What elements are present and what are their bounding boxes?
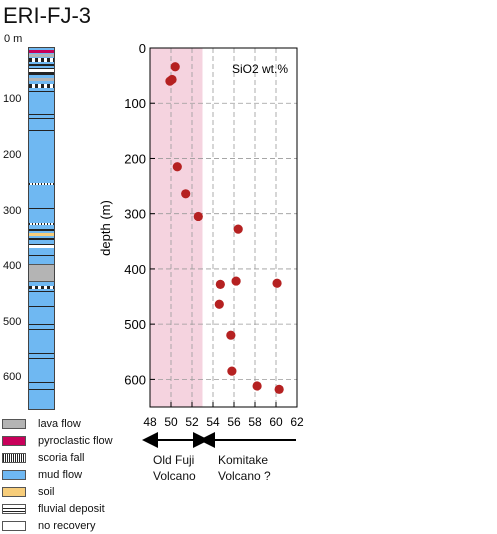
komitake-label-line1: Komitake bbox=[218, 453, 269, 467]
y-tick-label: 0 bbox=[139, 41, 146, 56]
y-tick-label: 400 bbox=[124, 262, 146, 277]
data-point bbox=[233, 224, 243, 234]
log-depth-label: 200 bbox=[3, 149, 22, 161]
x-tick-label: 52 bbox=[185, 415, 199, 429]
legend-swatch-no-recovery bbox=[2, 521, 26, 531]
log-depth-label: 300 bbox=[3, 205, 22, 217]
komitake-label: Komitake Volcano ? bbox=[218, 452, 271, 484]
log-layer-fluvial bbox=[29, 84, 54, 88]
old-fuji-range-shade bbox=[150, 48, 203, 407]
log-layer-dark bbox=[29, 382, 54, 383]
log-layer-fluvial bbox=[29, 68, 54, 73]
log-depth-label: 600 bbox=[3, 371, 22, 383]
data-point bbox=[227, 366, 237, 376]
old-fuji-label-line2: Volcano bbox=[153, 469, 196, 483]
log-layer-fluvial bbox=[29, 58, 54, 62]
legend-label: mud flow bbox=[38, 469, 83, 481]
log-layer-dark bbox=[29, 130, 54, 131]
log-layer-dark bbox=[29, 389, 54, 390]
y-tick-label: 600 bbox=[124, 372, 146, 387]
legend-swatch-lava bbox=[2, 419, 26, 429]
y-tick-label: 300 bbox=[124, 207, 146, 222]
legend: lava flow pyroclastic flow scoria fall m… bbox=[0, 418, 160, 534]
x-tick-label: 50 bbox=[164, 415, 178, 429]
legend-swatch-fluvial bbox=[2, 504, 26, 514]
plot-frame bbox=[149, 47, 298, 408]
x-tick-label: 62 bbox=[290, 415, 304, 429]
komitake-label-line2: Volcano ? bbox=[218, 469, 271, 483]
log-layer-scoria bbox=[29, 223, 54, 225]
stratigraphic-log bbox=[28, 47, 55, 410]
log-layer-dark bbox=[29, 64, 54, 66]
x-tick-label: 56 bbox=[227, 415, 241, 429]
y-tick-label: 100 bbox=[124, 96, 146, 111]
legend-label: scoria fall bbox=[38, 452, 85, 464]
data-point bbox=[170, 62, 180, 72]
log-layer-fluvial bbox=[29, 244, 54, 248]
log-layer-dark bbox=[29, 324, 54, 325]
old-fuji-label: Old Fuji Volcano bbox=[153, 452, 196, 484]
log-layer-dark bbox=[29, 118, 54, 119]
data-point bbox=[252, 381, 262, 391]
legend-swatch-mud bbox=[2, 470, 26, 480]
log-layer-lava bbox=[29, 264, 54, 282]
log-depth-label: 100 bbox=[3, 93, 22, 105]
legend-label: lava flow bbox=[38, 418, 81, 430]
log-layer-dark bbox=[29, 73, 54, 75]
data-point bbox=[231, 276, 241, 286]
data-point bbox=[165, 76, 175, 86]
log-layer-dark bbox=[29, 291, 54, 292]
log-depth-label: 400 bbox=[3, 260, 22, 272]
log-layer-dark bbox=[29, 255, 54, 256]
data-point bbox=[226, 330, 236, 340]
old-fuji-label-line1: Old Fuji bbox=[153, 453, 195, 467]
legend-label: fluvial deposit bbox=[38, 503, 105, 515]
x-tick-label: 58 bbox=[248, 415, 262, 429]
log-layer-dark bbox=[29, 353, 54, 354]
log-layer-scoria bbox=[29, 183, 54, 185]
log-layer-fluvial bbox=[29, 286, 54, 289]
data-point bbox=[214, 299, 224, 309]
log-layer-dark bbox=[29, 114, 54, 115]
log-layer-dark bbox=[29, 229, 54, 231]
log-layer-dark bbox=[29, 358, 54, 359]
log-depth-label: 500 bbox=[3, 316, 22, 328]
x-tick-label: 60 bbox=[269, 415, 283, 429]
legend-swatch-soil bbox=[2, 487, 26, 497]
x-tick-label: 54 bbox=[206, 415, 220, 429]
sio2-annotation: SiO2 wt.% bbox=[232, 62, 288, 76]
x-tick-label: 48 bbox=[143, 415, 157, 429]
legend-label: soil bbox=[38, 486, 55, 498]
data-point bbox=[272, 278, 282, 288]
legend-swatch-pyroclastic bbox=[2, 436, 26, 446]
data-point bbox=[181, 189, 191, 199]
legend-swatch-scoria bbox=[2, 453, 26, 463]
log-layer-dark bbox=[29, 306, 54, 307]
data-point bbox=[215, 279, 225, 289]
y-tick-label: 200 bbox=[124, 151, 146, 166]
y-tick-label: 500 bbox=[124, 317, 146, 332]
legend-label: pyroclastic flow bbox=[38, 435, 113, 447]
page-title: ERI-FJ-3 bbox=[3, 3, 91, 28]
y-axis-label: depth (m) bbox=[98, 200, 113, 256]
log-top-label: 0 m bbox=[4, 33, 23, 45]
log-layer-dark bbox=[29, 91, 54, 92]
log-layer-dark bbox=[29, 329, 54, 330]
data-point bbox=[172, 162, 182, 172]
log-layer-pyroclastic bbox=[29, 50, 54, 53]
log-layer-lava bbox=[29, 54, 54, 57]
log-layer-soil bbox=[29, 233, 54, 236]
log-layer-dark bbox=[29, 208, 54, 209]
legend-label: no recovery bbox=[38, 520, 96, 532]
data-point bbox=[193, 211, 203, 222]
log-layer-dark bbox=[29, 238, 54, 240]
data-point bbox=[274, 384, 284, 394]
log-layer-lava bbox=[29, 78, 54, 81]
